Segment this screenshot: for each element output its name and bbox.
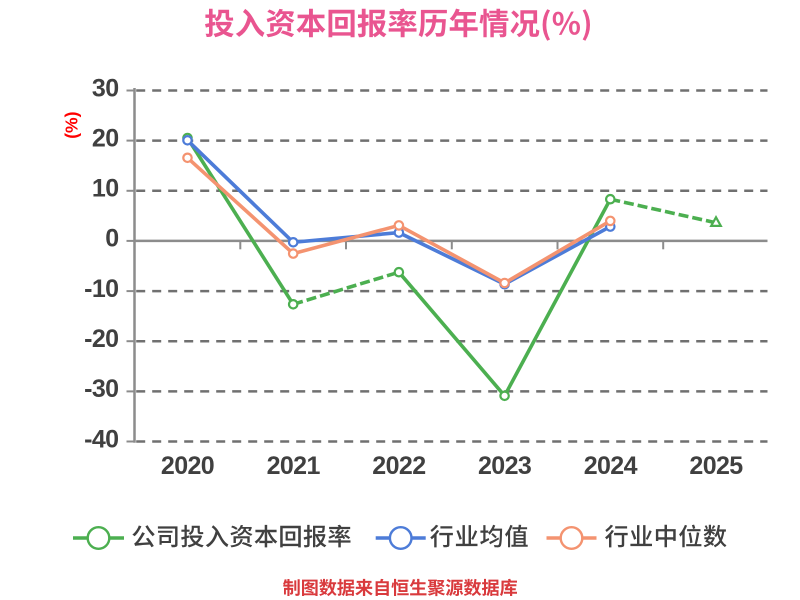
svg-text:30: 30 — [92, 74, 119, 102]
svg-text:-30: -30 — [84, 375, 118, 403]
svg-text:10: 10 — [92, 175, 119, 203]
svg-text:2020: 2020 — [161, 452, 214, 480]
svg-text:2023: 2023 — [478, 452, 531, 480]
svg-text:-10: -10 — [84, 275, 118, 303]
svg-text:2024: 2024 — [584, 452, 638, 480]
svg-text:20: 20 — [92, 124, 119, 152]
svg-text:2021: 2021 — [267, 452, 321, 480]
svg-text:(%): (%) — [62, 112, 82, 139]
svg-text:2025: 2025 — [689, 452, 743, 480]
svg-text:-20: -20 — [84, 325, 118, 353]
svg-text:-40: -40 — [84, 425, 118, 453]
svg-text:0: 0 — [105, 225, 118, 253]
svg-text:2022: 2022 — [372, 452, 425, 480]
